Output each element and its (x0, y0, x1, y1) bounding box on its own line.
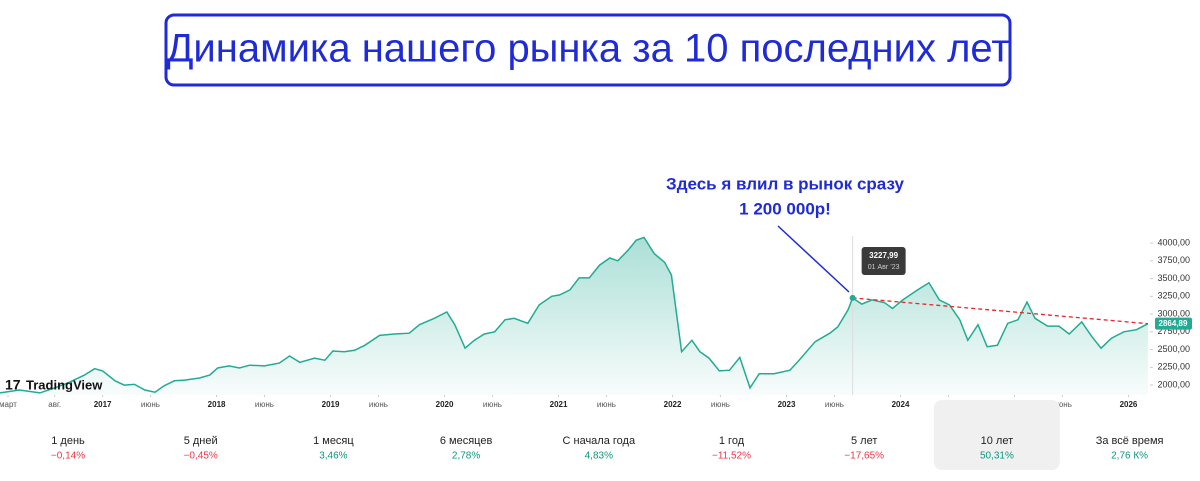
last-value-label: 2864,89 (1159, 319, 1188, 328)
period-label[interactable]: 1 год (719, 435, 745, 447)
x-tick-label: июнь (825, 400, 844, 409)
tooltip (861, 247, 906, 275)
x-tick-label: июнь (711, 400, 730, 409)
y-tick-label: 2000,00 (1157, 379, 1190, 389)
y-tick-label: 3750,00 (1157, 255, 1190, 265)
period-change: −11,52% (712, 451, 751, 462)
tooltip-date: 01 Авг '23 (868, 264, 900, 271)
period-label[interactable]: 6 месяцев (440, 435, 493, 447)
annotation: 1 200 000р! (739, 199, 831, 218)
x-tick-label: июнь (141, 400, 160, 409)
period-change: 3,46% (319, 451, 347, 462)
x-tick-label: 2019 (322, 400, 340, 409)
x-tick-label: авг. (48, 400, 61, 409)
period-change: −0,14% (51, 451, 85, 462)
period-label[interactable]: 5 дней (184, 435, 218, 447)
periods: 1 день −0,14% 5 дней −0,45% 1 месяц 3,46% 6 ме… (51, 400, 1164, 470)
x-tick-label: 2018 (208, 400, 226, 409)
period-label[interactable]: За всё время (1096, 435, 1164, 447)
x-tick-label: март (0, 400, 17, 409)
period-selected (933, 400, 1060, 470)
x-tick-label: 2022 (664, 400, 682, 409)
period-change: 50,31% (980, 451, 1014, 462)
x-tick-label: июнь (1053, 400, 1072, 409)
period-label[interactable]: 1 месяц (313, 435, 354, 447)
y-tick-label: 2250,00 (1157, 362, 1190, 372)
period-change: −17,65% (844, 451, 884, 462)
last-value-box (1155, 317, 1192, 330)
area (0, 237, 1148, 395)
y-tick-label: 2500,00 (1157, 344, 1190, 354)
x-tick-label: 2023 (778, 400, 796, 409)
y-tick-label: 3500,00 (1157, 273, 1190, 283)
x-tick-label: 2017 (94, 400, 112, 409)
y-tick-label: 2750,00 (1157, 326, 1190, 336)
x-tick-label: 2026 (1120, 400, 1138, 409)
x-tick-label: июнь (483, 400, 502, 409)
y-tick-label: 4000,00 (1157, 237, 1190, 247)
watermark: TradingView (26, 377, 103, 392)
x-tick-label: 2024 (892, 400, 910, 409)
x-tick-label: июнь (369, 400, 388, 409)
x-tick-label: 2020 (436, 400, 454, 409)
period-label[interactable]: 5 лет (851, 435, 877, 447)
line (0, 236, 1149, 394)
logo-mark: 17 (5, 377, 21, 393)
highlight-point (849, 294, 856, 301)
title-box (164, 13, 1012, 87)
y-tick-label: 3000,00 (1157, 308, 1190, 318)
period-change: 4,83% (585, 451, 613, 462)
chart: 2000,00 2250,00 2500,00 2750,00 3000,00 3250,… (0, 236, 1192, 409)
period-change: 2,76 К% (1111, 451, 1148, 462)
period-label[interactable]: С начала года (563, 435, 636, 447)
chart-title: Динамика нашего рынка за 10 последних ле… (166, 27, 1009, 71)
trend-line (852, 297, 1148, 325)
annotation-arrow (777, 225, 850, 293)
period-change: 2,78% (452, 451, 480, 462)
period-change: −0,45% (184, 451, 218, 462)
period-label[interactable]: 10 лет (981, 435, 1014, 447)
x-tick-label: июнь (597, 400, 616, 409)
y-tick-label: 3250,00 (1157, 291, 1190, 301)
tooltip-value: 3227,99 (869, 251, 898, 260)
x-tick-label: 2021 (550, 400, 568, 409)
x-tick-label: июнь (255, 400, 274, 409)
period-label[interactable]: 1 день (51, 435, 85, 447)
annotation: Здесь я влил в рынок сразу (666, 174, 904, 193)
